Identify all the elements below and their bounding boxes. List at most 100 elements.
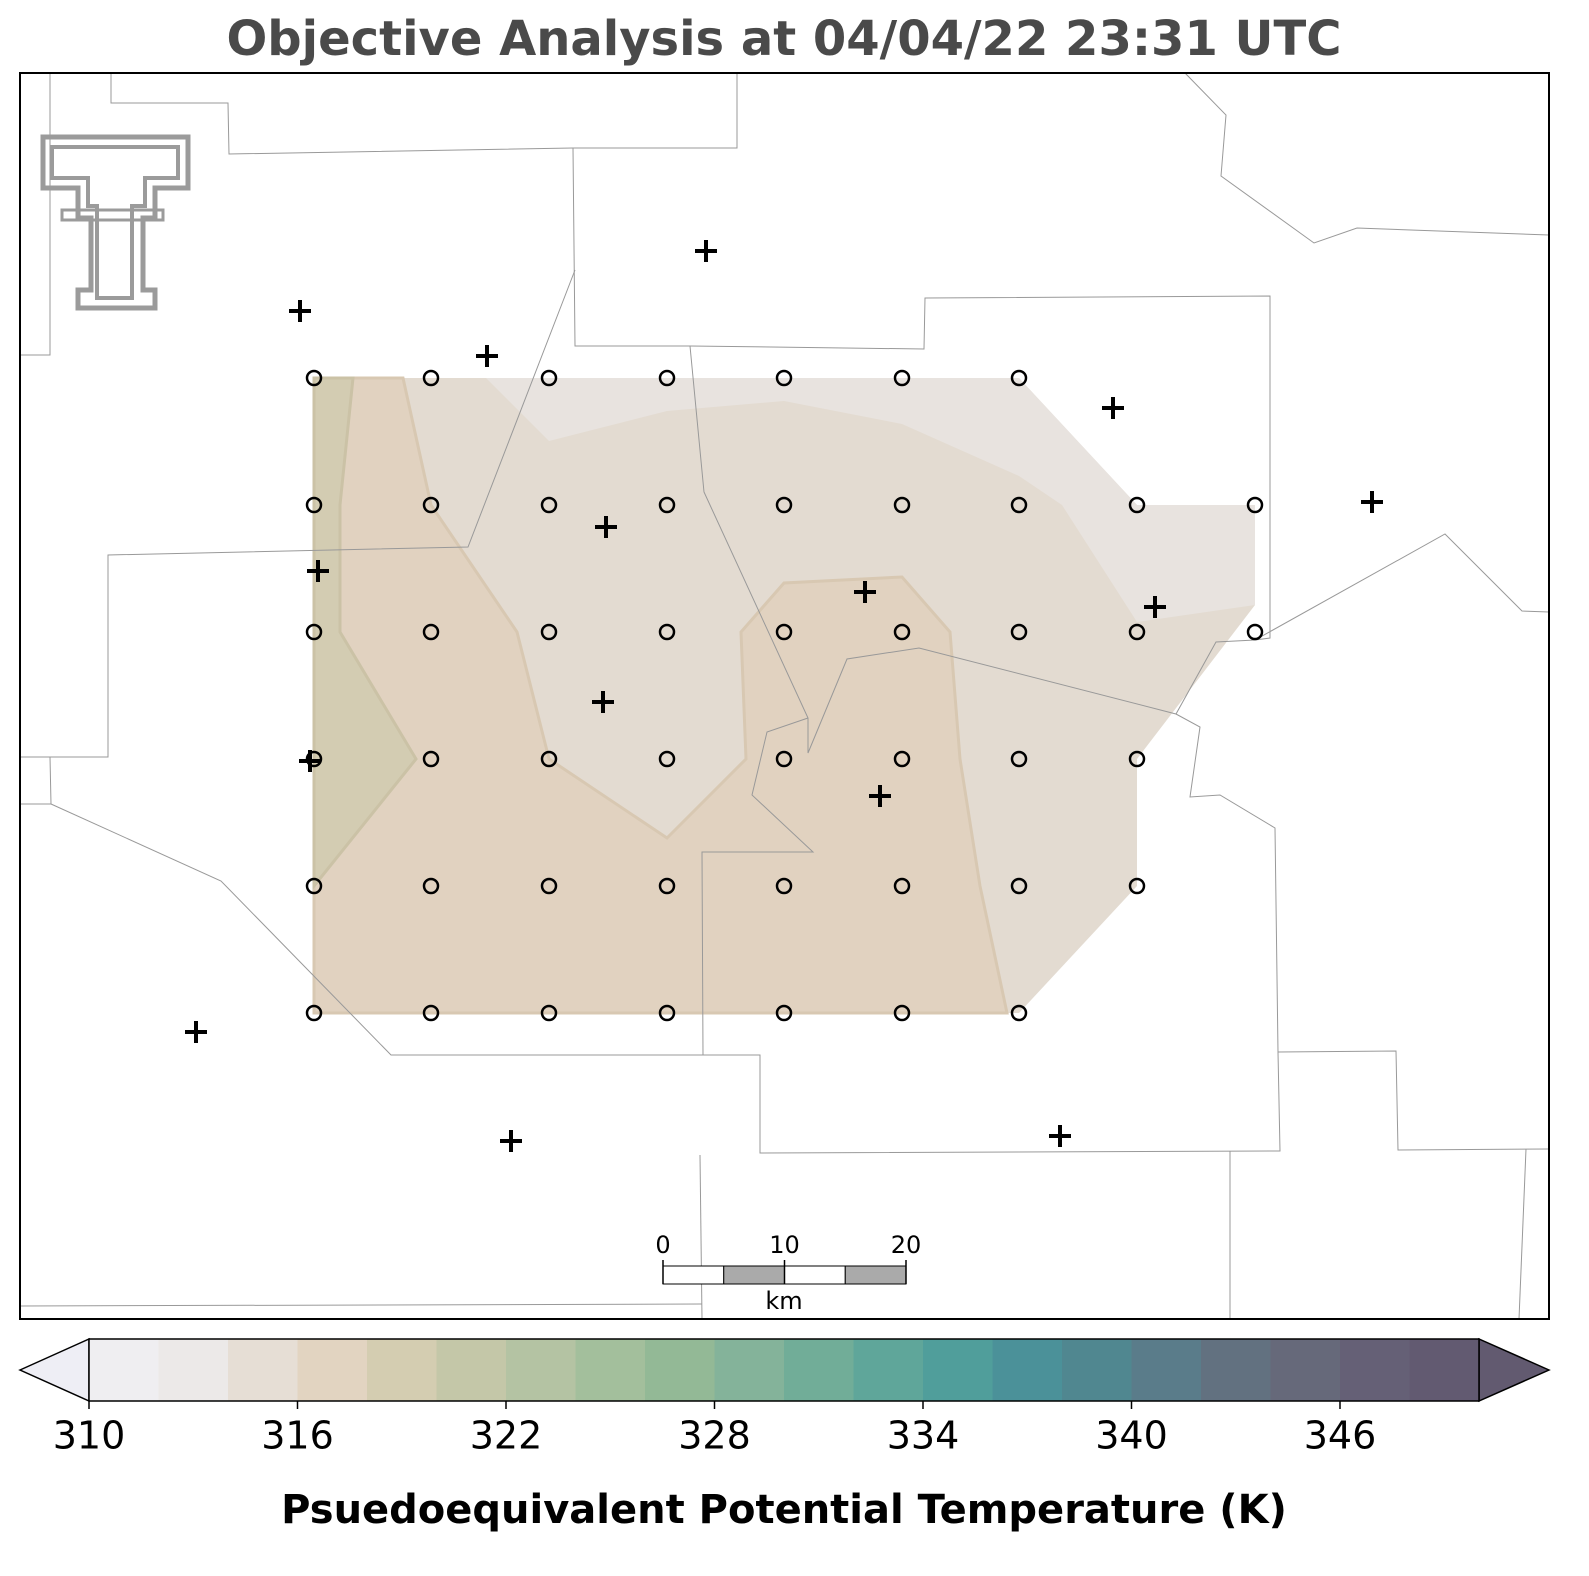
grid-point — [1010, 750, 1028, 768]
grid-point — [540, 1004, 558, 1022]
county-borders — [19, 72, 1550, 1320]
grid-point — [1128, 750, 1146, 768]
stations — [185, 240, 1383, 1152]
colorbar-tick-label: 346 — [1304, 1414, 1377, 1458]
colorbar: Psuedoequivalent Potential Temperature (… — [18, 1337, 1551, 1533]
grid-point — [658, 623, 676, 641]
map — [19, 72, 1550, 1320]
logo — [40, 134, 191, 311]
grid-point — [658, 877, 676, 895]
grid-point — [305, 877, 323, 895]
grid-point — [1246, 623, 1264, 641]
colorbar-bin — [297, 1339, 367, 1401]
colorbar-tick-label: 334 — [887, 1414, 960, 1458]
grid-point — [422, 369, 440, 387]
contour-fill — [312, 376, 1009, 1015]
scale-segment — [662, 1265, 725, 1285]
contour-fill — [486, 378, 1255, 622]
station-marker — [695, 240, 717, 262]
colorbar-tick-label: 316 — [261, 1414, 334, 1458]
colorbar-bin — [1131, 1339, 1201, 1401]
scale-tick-label: 20 — [891, 1231, 922, 1259]
colorbar-bin — [506, 1339, 576, 1401]
grid-point — [658, 496, 676, 514]
colorbar-bin — [1062, 1339, 1132, 1401]
station-marker — [869, 785, 891, 807]
grid-point — [1128, 496, 1146, 514]
grid-point — [893, 496, 911, 514]
colorbar-tick-label: 340 — [1095, 1414, 1168, 1458]
grid-point — [540, 623, 558, 641]
scale-bar: km 0 10 20 — [655, 1231, 921, 1315]
colorbar-under — [18, 1337, 90, 1403]
grid-point — [1010, 1004, 1028, 1022]
map-frame — [19, 72, 1550, 1320]
colorbar-bin — [1270, 1339, 1340, 1401]
grid-point — [422, 750, 440, 768]
colorbar-tick-label: 328 — [678, 1414, 751, 1458]
grid-point — [540, 496, 558, 514]
grid-point — [658, 750, 676, 768]
grid-point — [775, 623, 793, 641]
grid-point — [1010, 877, 1028, 895]
grid-point — [893, 1004, 911, 1022]
scale-tick-label: 10 — [769, 1231, 800, 1259]
colorbar-tick-label: 322 — [470, 1414, 543, 1458]
grid-point — [1010, 369, 1028, 387]
grid-point — [305, 1004, 323, 1022]
grid-points — [305, 369, 1264, 1022]
grid-point — [540, 750, 558, 768]
colorbar-bin — [367, 1339, 437, 1401]
grid-point — [1128, 623, 1146, 641]
grid-point — [775, 750, 793, 768]
station-marker — [1049, 1125, 1071, 1147]
scale-segment — [723, 1265, 785, 1285]
grid-point — [775, 877, 793, 895]
grid-point — [422, 1004, 440, 1022]
colorbar-bin — [1409, 1339, 1479, 1401]
grid-point — [775, 369, 793, 387]
grid-point — [658, 369, 676, 387]
grid-point — [540, 369, 558, 387]
station-marker — [1361, 491, 1383, 513]
grid-point — [1010, 623, 1028, 641]
scale-unit: km — [765, 1287, 802, 1315]
station-marker — [595, 516, 617, 538]
colorbar-bin — [784, 1339, 854, 1401]
grid-point — [1246, 496, 1264, 514]
grid-point — [775, 1004, 793, 1022]
colorbar-bin — [158, 1339, 228, 1401]
title: Objective Analysis at 04/04/22 23:31 UTC — [227, 11, 1342, 67]
grid-point — [775, 496, 793, 514]
colorbar-over — [1478, 1337, 1551, 1403]
grid-point — [305, 496, 323, 514]
colorbar-bin — [853, 1339, 923, 1401]
grid-point — [658, 1004, 676, 1022]
grid-point — [893, 623, 911, 641]
station-marker — [1144, 596, 1166, 618]
grid-point — [422, 877, 440, 895]
contour-fill — [312, 376, 418, 891]
grid-point — [1010, 496, 1028, 514]
grid-point — [893, 750, 911, 768]
colorbar-bin — [923, 1339, 993, 1401]
grid-point — [893, 877, 911, 895]
colorbar-label: Psuedoequivalent Potential Temperature (… — [281, 1487, 1287, 1533]
colorbar-bin — [228, 1339, 298, 1401]
grid-point — [893, 369, 911, 387]
station-marker — [307, 560, 329, 582]
colorbar-outline — [88, 1338, 1480, 1402]
colorbar-bin — [1340, 1339, 1410, 1401]
station-marker — [185, 1021, 207, 1043]
colorbar-tick-label: 310 — [53, 1414, 126, 1458]
colorbar-bin — [645, 1339, 715, 1401]
grid-point — [305, 369, 323, 387]
grid-point — [422, 496, 440, 514]
colorbar-bin — [89, 1339, 159, 1401]
station-marker — [592, 691, 614, 713]
colorbar-bin — [575, 1339, 645, 1401]
grid-point — [305, 750, 323, 768]
scale-segment — [844, 1265, 907, 1285]
colorbar-bin — [714, 1339, 784, 1401]
scale-tick-label: 0 — [655, 1231, 670, 1259]
